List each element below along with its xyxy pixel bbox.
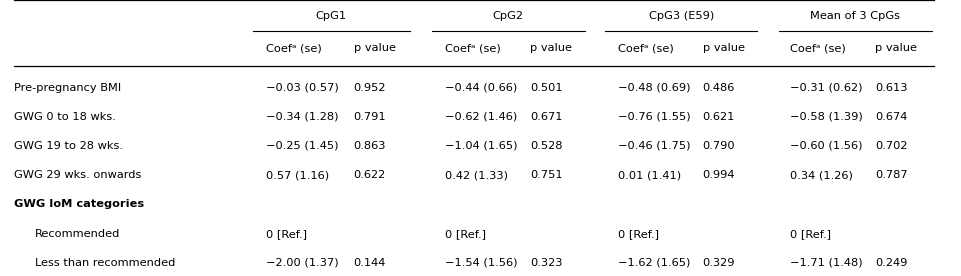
Text: −0.46 (1.75): −0.46 (1.75) <box>617 141 689 151</box>
Text: 0 [Ref.]: 0 [Ref.] <box>789 229 830 239</box>
Text: 0.249: 0.249 <box>875 258 906 268</box>
Text: Pre-pregnancy BMI: Pre-pregnancy BMI <box>14 83 121 92</box>
Text: −1.04 (1.65): −1.04 (1.65) <box>445 141 517 151</box>
Text: p value: p value <box>530 43 572 53</box>
Text: 0.486: 0.486 <box>702 83 734 92</box>
Text: GWG IoM categories: GWG IoM categories <box>14 199 144 209</box>
Text: CpG1: CpG1 <box>315 11 346 21</box>
Text: p value: p value <box>354 43 395 53</box>
Text: 0.323: 0.323 <box>530 258 562 268</box>
Text: 0.34 (1.26): 0.34 (1.26) <box>789 170 852 180</box>
Text: 0.622: 0.622 <box>354 170 385 180</box>
Text: −0.31 (0.62): −0.31 (0.62) <box>789 83 862 92</box>
Text: 0.863: 0.863 <box>354 141 385 151</box>
Text: −0.34 (1.28): −0.34 (1.28) <box>266 112 338 122</box>
Text: −0.60 (1.56): −0.60 (1.56) <box>789 141 862 151</box>
Text: −0.58 (1.39): −0.58 (1.39) <box>789 112 862 122</box>
Text: −0.62 (1.46): −0.62 (1.46) <box>445 112 517 122</box>
Text: GWG 19 to 28 wks.: GWG 19 to 28 wks. <box>14 141 123 151</box>
Text: 0.751: 0.751 <box>530 170 562 180</box>
Text: 0.671: 0.671 <box>530 112 562 122</box>
Text: −0.48 (0.69): −0.48 (0.69) <box>617 83 689 92</box>
Text: 0.790: 0.790 <box>702 141 734 151</box>
Text: 0 [Ref.]: 0 [Ref.] <box>617 229 658 239</box>
Text: 0.528: 0.528 <box>530 141 562 151</box>
Text: −0.44 (0.66): −0.44 (0.66) <box>445 83 517 92</box>
Text: 0.787: 0.787 <box>875 170 907 180</box>
Text: CpG3 (E59): CpG3 (E59) <box>649 11 714 21</box>
Text: 0.329: 0.329 <box>702 258 734 268</box>
Text: Coefᵃ (se): Coefᵃ (se) <box>445 43 501 53</box>
Text: 0.702: 0.702 <box>875 141 906 151</box>
Text: 0.613: 0.613 <box>875 83 906 92</box>
Text: 0.952: 0.952 <box>354 83 385 92</box>
Text: −0.03 (0.57): −0.03 (0.57) <box>266 83 338 92</box>
Text: 0.791: 0.791 <box>354 112 386 122</box>
Text: Coefᵃ (se): Coefᵃ (se) <box>789 43 845 53</box>
Text: 0 [Ref.]: 0 [Ref.] <box>445 229 485 239</box>
Text: 0.621: 0.621 <box>702 112 734 122</box>
Text: CpG2: CpG2 <box>492 11 524 21</box>
Text: 0.501: 0.501 <box>530 83 562 92</box>
Text: −1.62 (1.65): −1.62 (1.65) <box>617 258 689 268</box>
Text: Less than recommended: Less than recommended <box>35 258 175 268</box>
Text: 0.42 (1.33): 0.42 (1.33) <box>445 170 507 180</box>
Text: Coefᵃ (se): Coefᵃ (se) <box>266 43 322 53</box>
Text: Mean of 3 CpGs: Mean of 3 CpGs <box>809 11 899 21</box>
Text: −2.00 (1.37): −2.00 (1.37) <box>266 258 338 268</box>
Text: Recommended: Recommended <box>35 229 120 239</box>
Text: p value: p value <box>875 43 916 53</box>
Text: Coefᵃ (se): Coefᵃ (se) <box>617 43 673 53</box>
Text: 0.994: 0.994 <box>702 170 734 180</box>
Text: p value: p value <box>702 43 744 53</box>
Text: 0.57 (1.16): 0.57 (1.16) <box>266 170 329 180</box>
Text: 0.674: 0.674 <box>875 112 906 122</box>
Text: GWG 29 wks. onwards: GWG 29 wks. onwards <box>14 170 141 180</box>
Text: −1.54 (1.56): −1.54 (1.56) <box>445 258 517 268</box>
Text: −0.76 (1.55): −0.76 (1.55) <box>617 112 690 122</box>
Text: 0.01 (1.41): 0.01 (1.41) <box>617 170 680 180</box>
Text: −0.25 (1.45): −0.25 (1.45) <box>266 141 338 151</box>
Text: −1.71 (1.48): −1.71 (1.48) <box>789 258 862 268</box>
Text: 0 [Ref.]: 0 [Ref.] <box>266 229 307 239</box>
Text: GWG 0 to 18 wks.: GWG 0 to 18 wks. <box>14 112 116 122</box>
Text: 0.144: 0.144 <box>354 258 385 268</box>
